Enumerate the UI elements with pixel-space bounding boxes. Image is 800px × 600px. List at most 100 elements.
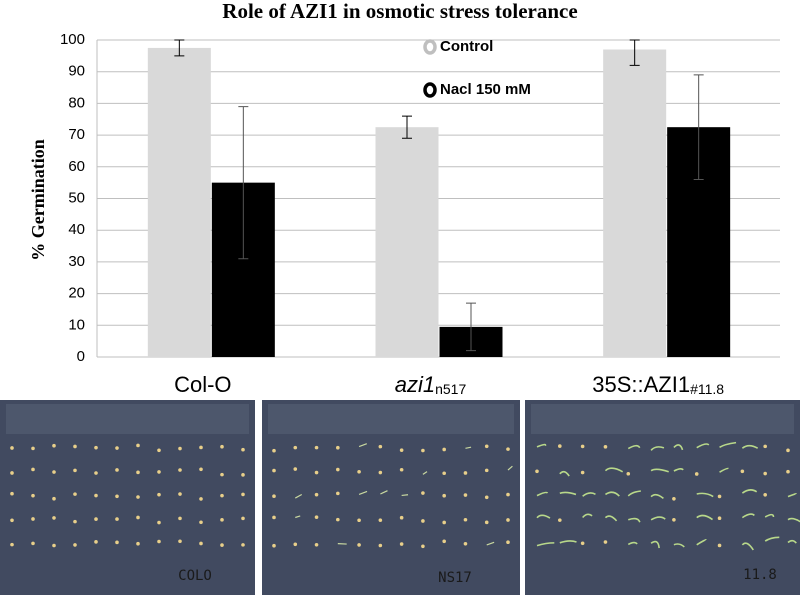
seed — [336, 518, 340, 522]
seed — [241, 448, 245, 452]
seed — [73, 520, 77, 524]
seed — [485, 521, 489, 525]
seed — [157, 540, 161, 544]
seed — [442, 521, 446, 525]
seed — [31, 494, 35, 498]
seed — [241, 473, 245, 477]
seed — [718, 495, 722, 499]
seed — [315, 543, 319, 547]
seed — [94, 446, 98, 450]
seed — [31, 542, 35, 546]
seed — [157, 521, 161, 525]
seed — [421, 449, 425, 453]
seed — [157, 470, 161, 474]
category-name: 35S::AZI1 — [592, 372, 690, 397]
bar — [148, 48, 211, 357]
y-tick-label: 30 — [68, 253, 85, 270]
seed — [31, 468, 35, 472]
plate-glare — [268, 404, 514, 434]
seed — [718, 544, 722, 548]
seed — [379, 445, 383, 449]
legend-label: Nacl 150 mM — [440, 81, 531, 98]
seed — [73, 492, 77, 496]
seed — [336, 468, 340, 472]
seed — [442, 494, 446, 498]
seed — [178, 447, 182, 451]
seed — [94, 494, 98, 498]
seed — [241, 517, 245, 521]
seed — [199, 521, 203, 525]
seed — [115, 468, 119, 472]
seed — [786, 470, 790, 474]
seed — [31, 447, 35, 451]
seed — [379, 544, 383, 548]
y-tick-label: 20 — [68, 285, 85, 302]
y-tick-label: 40 — [68, 221, 85, 238]
seed — [695, 472, 699, 476]
seed — [220, 445, 224, 449]
y-tick-label: 90 — [68, 63, 85, 80]
seed — [136, 471, 140, 475]
seed — [115, 495, 119, 499]
seed — [52, 544, 56, 548]
seed — [199, 542, 203, 546]
seed — [10, 492, 14, 496]
y-tick-label: 70 — [68, 126, 85, 143]
seed — [157, 448, 161, 452]
seed — [272, 516, 276, 520]
seed — [94, 540, 98, 544]
seed — [241, 493, 245, 497]
chart-title: Role of AZI1 in osmotic stress tolerance — [222, 0, 577, 23]
seed — [442, 471, 446, 475]
seed — [464, 542, 468, 546]
seed — [199, 468, 203, 472]
seed — [136, 495, 140, 499]
seed — [52, 444, 56, 448]
seed — [421, 491, 425, 495]
y-tick-label: 100 — [60, 31, 85, 48]
seed — [357, 470, 361, 474]
category-subscript: #11.8 — [690, 381, 724, 397]
seed — [485, 496, 489, 500]
y-tick-label: 80 — [68, 94, 85, 111]
seed — [52, 470, 56, 474]
seed — [400, 468, 404, 472]
seed — [178, 517, 182, 521]
seed — [52, 497, 56, 501]
seed — [199, 497, 203, 501]
seed — [604, 540, 608, 544]
legend-marker — [425, 84, 435, 96]
category-subscript: n517 — [435, 381, 466, 397]
seed — [220, 518, 224, 522]
plate-glare — [6, 404, 249, 434]
plate-label: NS17 — [438, 570, 472, 586]
seed — [115, 446, 119, 450]
seed — [115, 517, 119, 521]
seed — [581, 471, 585, 475]
bar — [376, 127, 439, 357]
seed — [293, 446, 297, 450]
seed — [506, 540, 510, 544]
y-tick-label: 50 — [68, 189, 85, 206]
seed — [581, 445, 585, 449]
seed — [672, 518, 676, 522]
seed — [73, 469, 77, 473]
seed — [73, 445, 77, 449]
seed — [220, 543, 224, 547]
y-tick-label: 0 — [77, 348, 85, 365]
seed — [506, 493, 510, 497]
seed — [400, 542, 404, 546]
seed — [136, 444, 140, 448]
seed — [272, 469, 276, 473]
seed — [604, 445, 608, 449]
seed — [786, 449, 790, 453]
seed — [315, 471, 319, 475]
seed — [379, 471, 383, 475]
y-tick-label: 60 — [68, 158, 85, 175]
seed — [464, 493, 468, 497]
seed — [379, 518, 383, 522]
plate-label: COLO — [178, 568, 212, 584]
seed — [535, 469, 539, 473]
